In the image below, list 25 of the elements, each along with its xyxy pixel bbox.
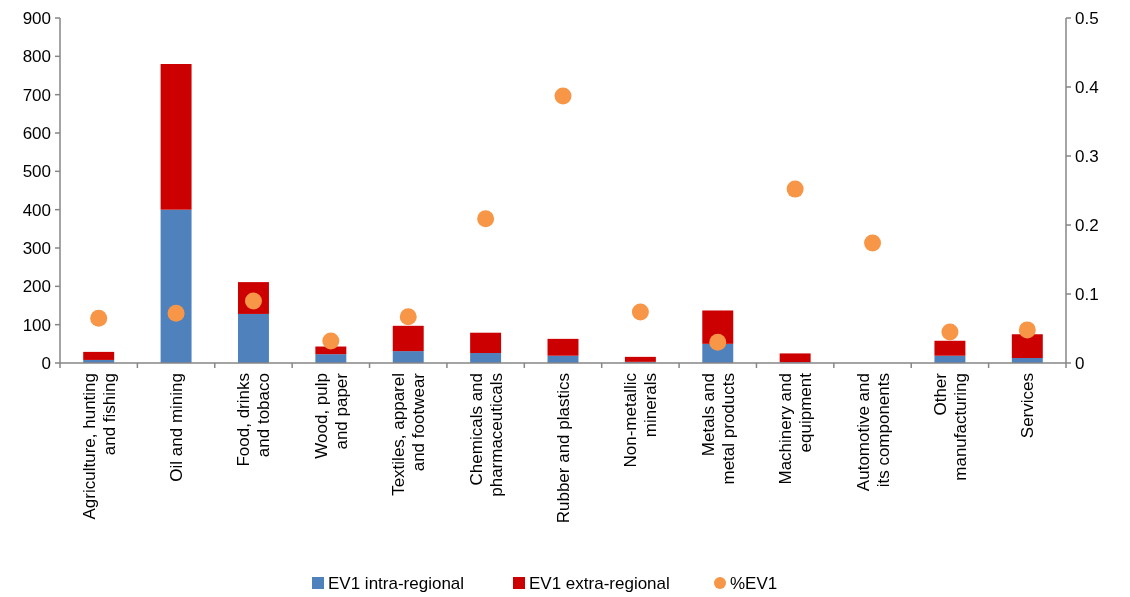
legend-label: EV1 extra-regional	[529, 573, 670, 593]
x-tick-label: Services	[1018, 373, 1038, 439]
y-tick-label: 500	[22, 162, 51, 182]
y-tick-label: 300	[22, 238, 51, 258]
x-tick-label: Food, drinks and tobaco	[234, 373, 274, 467]
y-tick-label: 800	[22, 47, 51, 67]
legend-label: %EV1	[730, 573, 778, 593]
y-tick-label: 600	[22, 123, 51, 143]
x-tick-label: Oil and mining	[167, 373, 187, 482]
y-tick-label: 200	[22, 277, 51, 297]
y-tick-label: 400	[22, 200, 51, 220]
y-tick-label: 700	[22, 85, 51, 105]
y2-tick-label: 0.1	[1075, 284, 1099, 304]
y2-tick-label: 0.3	[1075, 146, 1099, 166]
y-tick-label: 100	[22, 315, 51, 335]
x-tick-label: Agriculture, hunting and fishing	[79, 373, 119, 520]
y-tick-label: 0	[41, 353, 51, 373]
x-tick-label: Non-metallic minerals	[621, 372, 661, 468]
y2-tick-label: 0.2	[1075, 215, 1099, 235]
y2-tick-label: 0.5	[1075, 8, 1099, 28]
legend-label: EV1 intra-regional	[328, 573, 465, 593]
y-tick-label: 900	[22, 8, 51, 28]
x-tick-label: Rubber and plastics	[554, 373, 573, 524]
y2-tick-label: 0	[1075, 353, 1085, 373]
y2-tick-label: 0.4	[1075, 77, 1099, 97]
